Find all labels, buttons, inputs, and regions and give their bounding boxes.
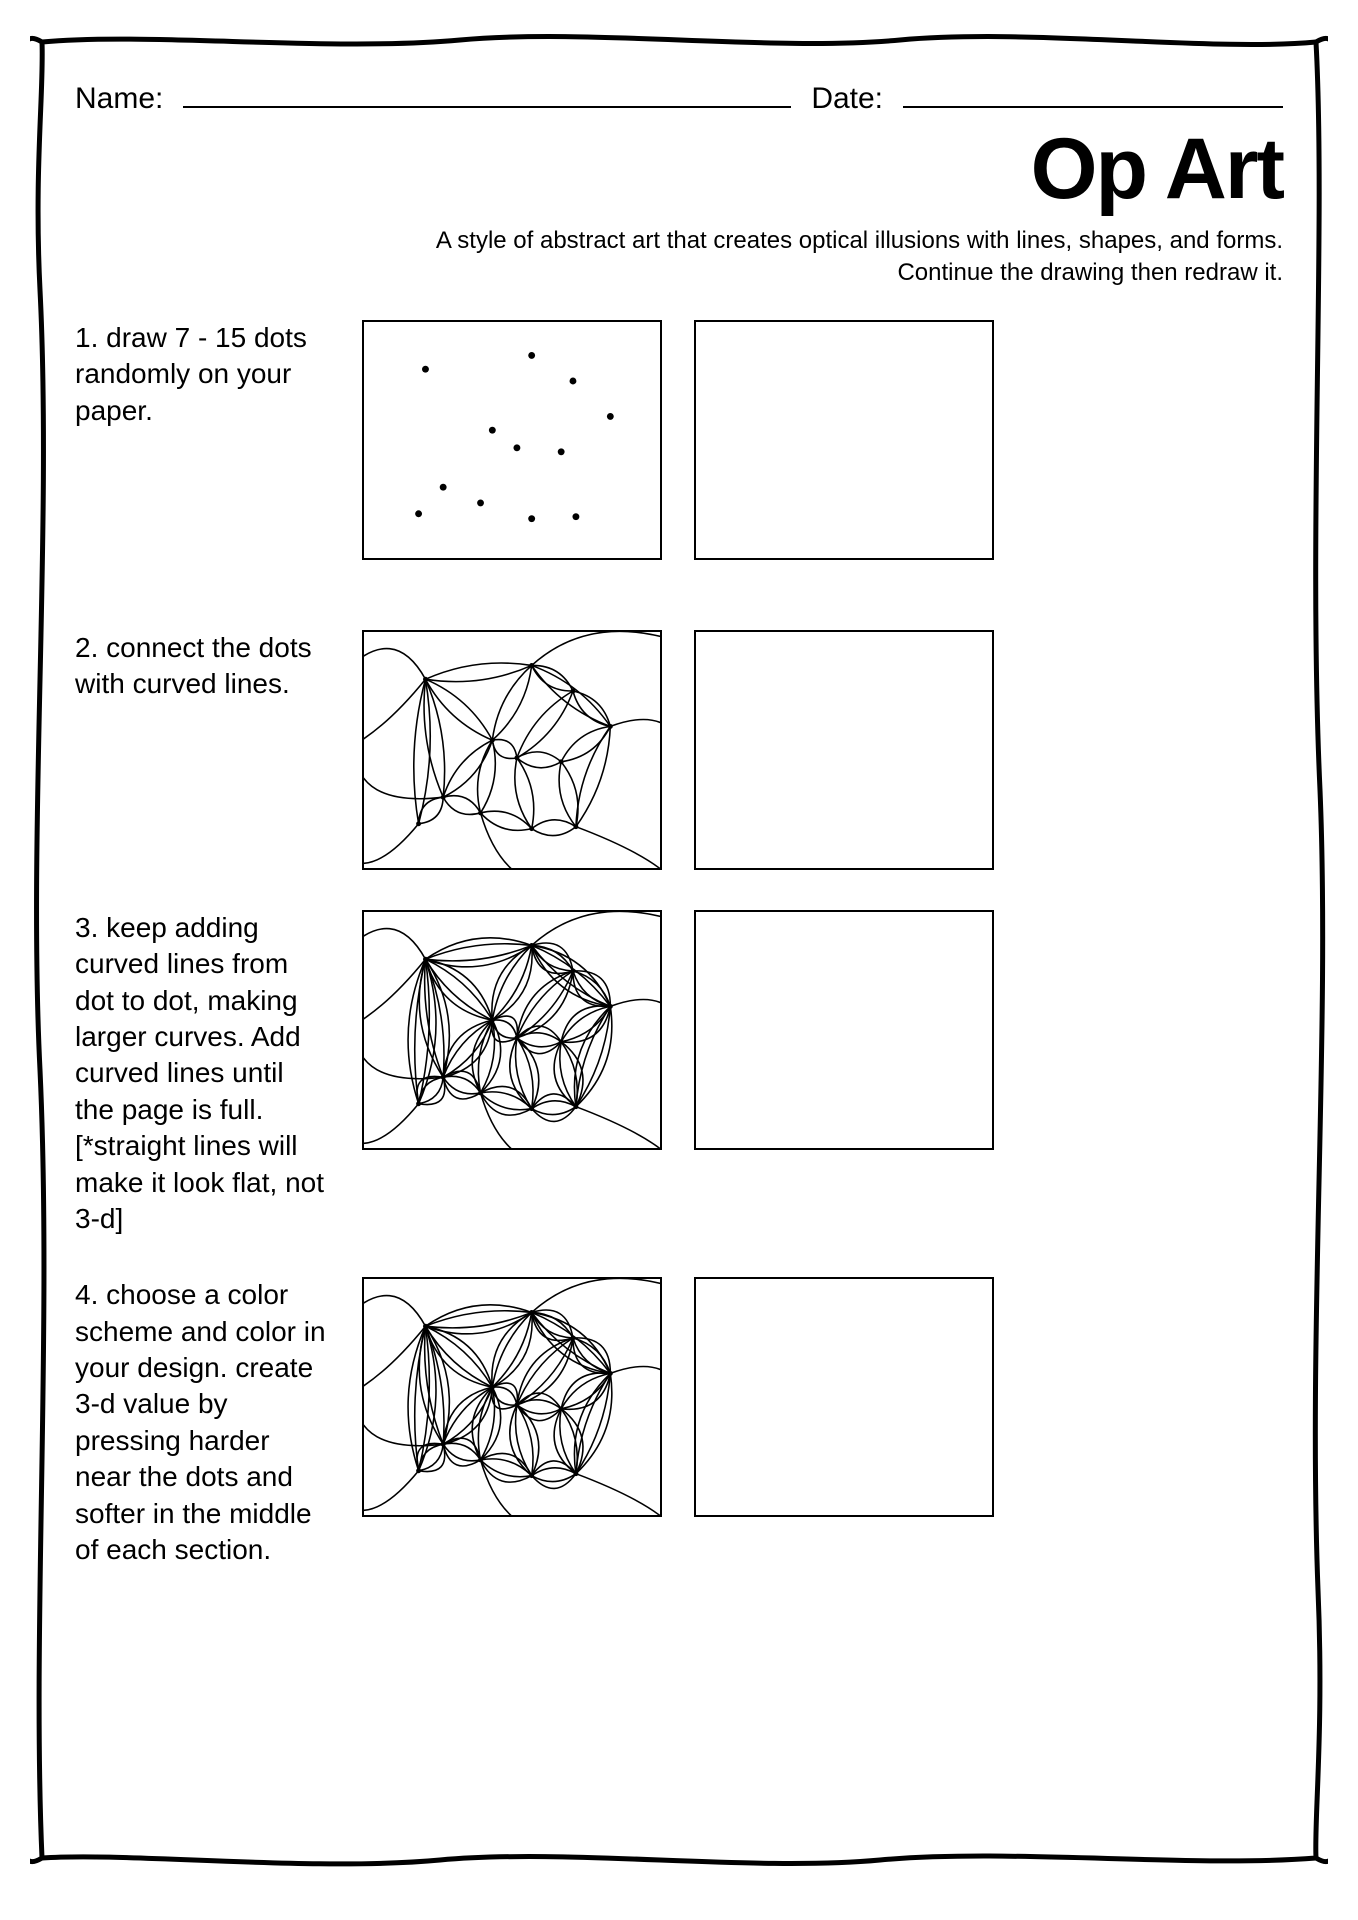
- header-row: Name: Date:: [75, 80, 1283, 116]
- step-4-practice-box[interactable]: [694, 1277, 994, 1517]
- step-2-practice-box[interactable]: [694, 630, 994, 870]
- step-3: 3. keep adding curved lines from dot to …: [75, 910, 1283, 1238]
- step-1-practice-box[interactable]: [694, 320, 994, 560]
- worksheet-content: Name: Date: Op Art A style of abstract a…: [75, 80, 1283, 1830]
- step-3-example-box: [362, 910, 662, 1150]
- date-label: Date:: [811, 82, 883, 116]
- step-3-practice-box[interactable]: [694, 910, 994, 1150]
- step-4-example-box: [362, 1277, 662, 1517]
- step-4: 4. choose a color scheme and color in yo…: [75, 1277, 1283, 1568]
- page-subtitle: A style of abstract art that creates opt…: [75, 225, 1283, 290]
- step-2-example-box: [362, 630, 662, 870]
- date-input-line[interactable]: [903, 80, 1283, 108]
- step-1-text: 1. draw 7 - 15 dots randomly on your pap…: [75, 320, 330, 429]
- step-1: 1. draw 7 - 15 dots randomly on your pap…: [75, 320, 1283, 560]
- step-1-example-box: [362, 320, 662, 560]
- steps-container: 1. draw 7 - 15 dots randomly on your pap…: [75, 320, 1283, 1569]
- page-title: Op Art: [75, 120, 1283, 219]
- name-input-line[interactable]: [183, 80, 791, 108]
- name-label: Name:: [75, 82, 163, 116]
- step-3-text: 3. keep adding curved lines from dot to …: [75, 910, 330, 1238]
- step-4-text: 4. choose a color scheme and color in yo…: [75, 1277, 330, 1568]
- step-2-text: 2. connect the dots with curved lines.: [75, 630, 330, 703]
- step-2: 2. connect the dots with curved lines.: [75, 630, 1283, 870]
